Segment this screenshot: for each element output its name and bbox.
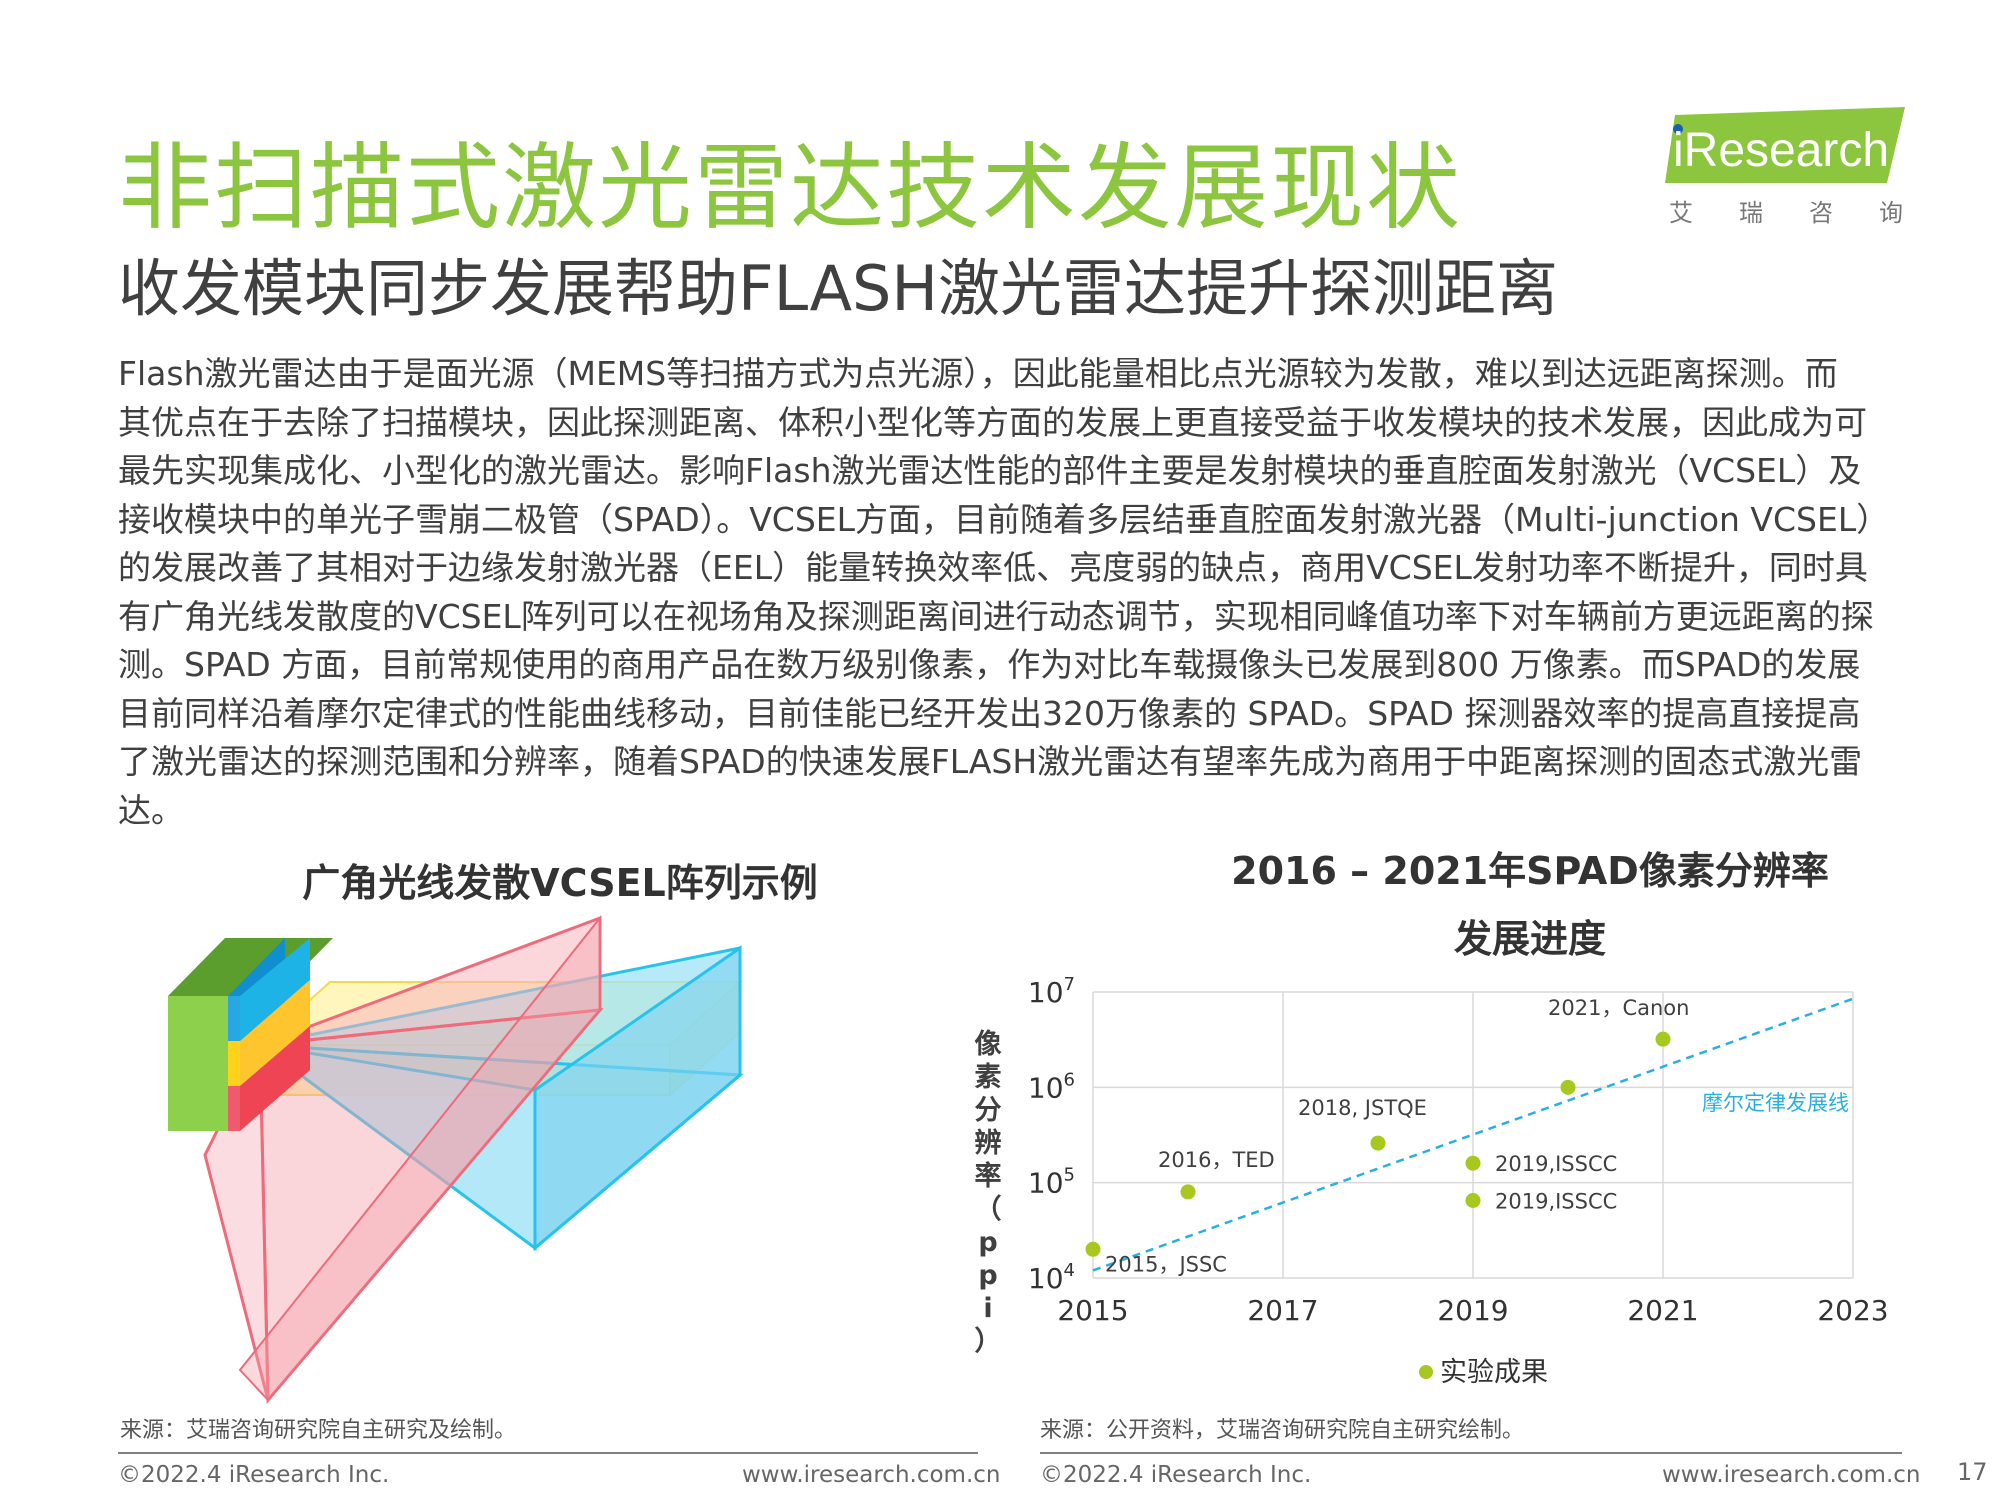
y-axis-label-char: 素 [974, 1062, 1002, 1093]
page-title: 非扫描式激光雷达技术发展现状 [118, 134, 1463, 243]
footer-copyright-left: ©2022.4 iResearch Inc. [118, 1462, 390, 1488]
right-source-note: 来源：公开资料，艾瑞咨询研究院自主研究绘制。 [1040, 1418, 1525, 1443]
y-tick-label: 106 [1028, 1069, 1075, 1104]
data-point-label: 2018, JSTQE [1298, 1096, 1427, 1120]
body-line: 的发展改善了其相对于边缘发射激光器（EEL）能量转换效率低、亮度弱的缺点，商用V… [118, 548, 1868, 587]
y-axis-label-char: p [978, 1260, 998, 1291]
x-tick-label: 2021 [1627, 1294, 1698, 1327]
y-axis-label-char: 像 [974, 1029, 1002, 1060]
trend-line-group [1092, 997, 1854, 1272]
data-point-label: 2021，Canon [1548, 996, 1689, 1020]
trend-line-label: 摩尔定律发展线 [1702, 1091, 1849, 1115]
right-panel-title-line1: 2016 – 2021年SPAD像素分辨率 [1231, 849, 1829, 893]
data-point [1560, 1079, 1576, 1095]
right-panel-title-line2: 发展进度 [1453, 917, 1606, 961]
red-beam [203, 915, 604, 1404]
page-number: 17 [1957, 1458, 1988, 1486]
footer-divider-left [118, 1452, 978, 1454]
y-axis-label-char: （ [974, 1194, 1002, 1225]
data-point [1370, 1135, 1386, 1151]
y-axis-label-char: ） [974, 1326, 1002, 1357]
logo-chinese-text: 艾瑞咨询 [1669, 199, 1949, 227]
footer-divider-right [1040, 1452, 1902, 1454]
blue-beam [255, 945, 744, 1252]
y-axis-label-char: 辨 [974, 1128, 1002, 1159]
y-axis-label-char: p [978, 1227, 998, 1258]
data-point [1180, 1184, 1196, 1200]
x-tick-label: 2015 [1057, 1294, 1128, 1327]
footer-url-left[interactable]: www.iresearch.com.cn [742, 1462, 1001, 1488]
data-point [1465, 1155, 1481, 1171]
body-line: 接收模块中的单光子雪崩二极管（SPAD）。VCSEL方面，目前随着多层结垂直腔面… [118, 499, 1890, 539]
logo-wordmark: iResearch [1673, 124, 1890, 177]
y-axis-label-char: i [983, 1293, 993, 1324]
data-point-label: 2019,ISSCC [1495, 1152, 1617, 1176]
vcsel-array-illustration [168, 915, 744, 1404]
data-point [1465, 1193, 1481, 1209]
left-source-note: 来源：艾瑞咨询研究院自主研究及绘制。 [120, 1418, 517, 1443]
x-tick-label: 2017 [1247, 1294, 1318, 1327]
vcsel-emitter-block [168, 938, 333, 1131]
y-axis-label-char: 分 [974, 1095, 1002, 1126]
chart-grid [1092, 991, 1854, 1279]
page-subtitle: 收发模块同步发展帮助FLASH激光雷达提升探测距离 [118, 252, 1559, 325]
y-tick-label: 105 [1028, 1165, 1075, 1200]
y-tick-label: 107 [1028, 974, 1075, 1009]
data-point-label: 2019,ISSCC [1495, 1190, 1617, 1214]
iresearch-logo: iResearch 艾瑞咨询 [1665, 105, 1905, 235]
data-point [1655, 1031, 1671, 1047]
body-line: 达。 [118, 790, 184, 830]
x-tick-label: 2023 [1817, 1294, 1888, 1327]
body-line: 测。SPAD 方面，目前常规使用的商用产品在数万级别像素，作为对比车载摄像头已发… [118, 645, 1861, 684]
x-tick-label: 2019 [1437, 1294, 1508, 1327]
body-paragraph: Flash激光雷达由于是面光源（MEMS等扫描方式为点光源），因此能量相比点光源… [118, 350, 1898, 835]
footer-copyright-right: ©2022.4 iResearch Inc. [1040, 1462, 1312, 1488]
axis-ticks-group: 2015 2017 2019 2021 2023 104 105 106 107 [1028, 974, 1889, 1327]
data-point [1085, 1241, 1101, 1257]
data-points-group: 2015，JSSC 2016，TED 2018, JSTQE 2019,ISSCC 20… [1085, 996, 1689, 1276]
legend-marker [1419, 1365, 1433, 1379]
body-line: 最先实现集成化、小型化的激光雷达。影响Flash激光雷达性能的部件主要是发射模块… [118, 451, 1862, 490]
body-line: 了激光雷达的探测范围和分辨率，随着SPAD的快速发展FLASH激光雷达有望率先成… [118, 742, 1863, 781]
y-axis-label: 像素分辨率（p p i） [968, 1028, 1008, 1358]
data-point-label: 2015，JSSC [1105, 1252, 1227, 1276]
body-line: Flash激光雷达由于是面光源（MEMS等扫描方式为点光源），因此能量相比点光源… [118, 354, 1838, 393]
footer-url-right[interactable]: www.iresearch.com.cn [1662, 1462, 1921, 1488]
body-line: 目前同样沿着摩尔定律式的性能曲线移动，目前佳能已经开发出320万像素的 SPAD… [118, 693, 1861, 733]
data-point-label: 2016，TED [1158, 1148, 1275, 1172]
body-line: 有广角光线发散度的VCSEL阵列可以在视场角及探测距离间进行动态调节，实现相同峰… [118, 596, 1874, 636]
body-line: 其优点在于去除了扫描模块，因此探测距离、体积小型化等方面的发展上更直接受益于收发… [118, 402, 1867, 442]
y-axis-label-char: 率 [974, 1161, 1002, 1192]
left-panel-title: 广角光线发散VCSEL阵列示例 [302, 861, 818, 905]
legend-label: 实验成果 [1440, 1357, 1548, 1388]
trend-line [1092, 997, 1854, 1272]
y-tick-label: 104 [1028, 1260, 1075, 1295]
legend: 实验成果 [1419, 1357, 1548, 1388]
logo-banner-shape [1665, 107, 1905, 183]
